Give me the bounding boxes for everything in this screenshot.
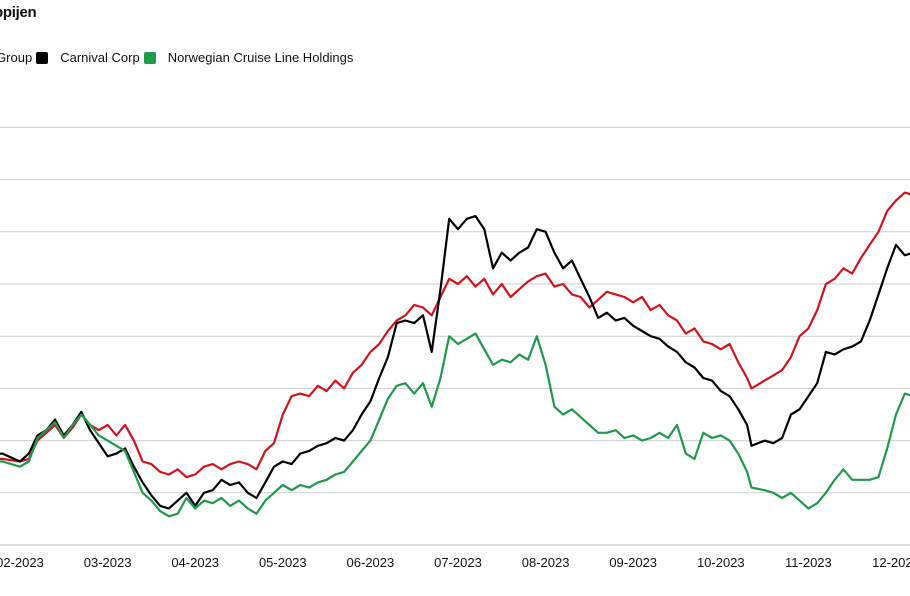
x-tick-label: 11-2023: [785, 555, 832, 570]
x-tick-label: 04-2023: [171, 555, 219, 570]
legend-item-norwegian[interactable]: Norwegian Cruise Line Holdings: [168, 50, 354, 65]
x-axis-ticks: 02-2023 03-2023 04-2023 05-2023 06-2023 07-20…: [0, 555, 910, 570]
x-tick-label: 12-2023: [872, 555, 910, 570]
x-tick-label: 10-2023: [697, 555, 745, 570]
series-line-carnival-corp[interactable]: [0, 215, 910, 510]
series-lines: [0, 191, 910, 518]
legend-item-carnival-corp[interactable]: Carnival Corp: [60, 50, 161, 65]
x-tick-label: 03-2023: [84, 555, 132, 570]
legend-swatch-carnival: [36, 51, 49, 64]
legend-swatch-norwegian: [143, 51, 156, 64]
legend-label-an-group: an Group: [0, 50, 33, 65]
legend-item-an-group[interactable]: an Group: [0, 50, 54, 65]
chart-title: appijen: [0, 4, 37, 21]
series-line-norwegian-cruise-line-holdings[interactable]: [0, 332, 910, 518]
x-tick-label: 06-2023: [347, 555, 395, 570]
grid-lines: [0, 126, 910, 546]
legend: an Group Carnival Corp Norwegian Cruise …: [0, 50, 359, 65]
legend-label-norwegian: Norwegian Cruise Line Holdings: [167, 50, 354, 65]
x-tick-label: 08-2023: [522, 555, 570, 570]
x-tick-label: 07-2023: [434, 555, 482, 570]
x-tick-label: 05-2023: [259, 555, 307, 570]
series-line-an-group[interactable]: [0, 191, 910, 479]
x-tick-label: 09-2023: [609, 555, 657, 570]
legend-label-carnival-corp: Carnival Corp: [60, 50, 140, 65]
x-tick-label: 02-2023: [0, 555, 44, 570]
